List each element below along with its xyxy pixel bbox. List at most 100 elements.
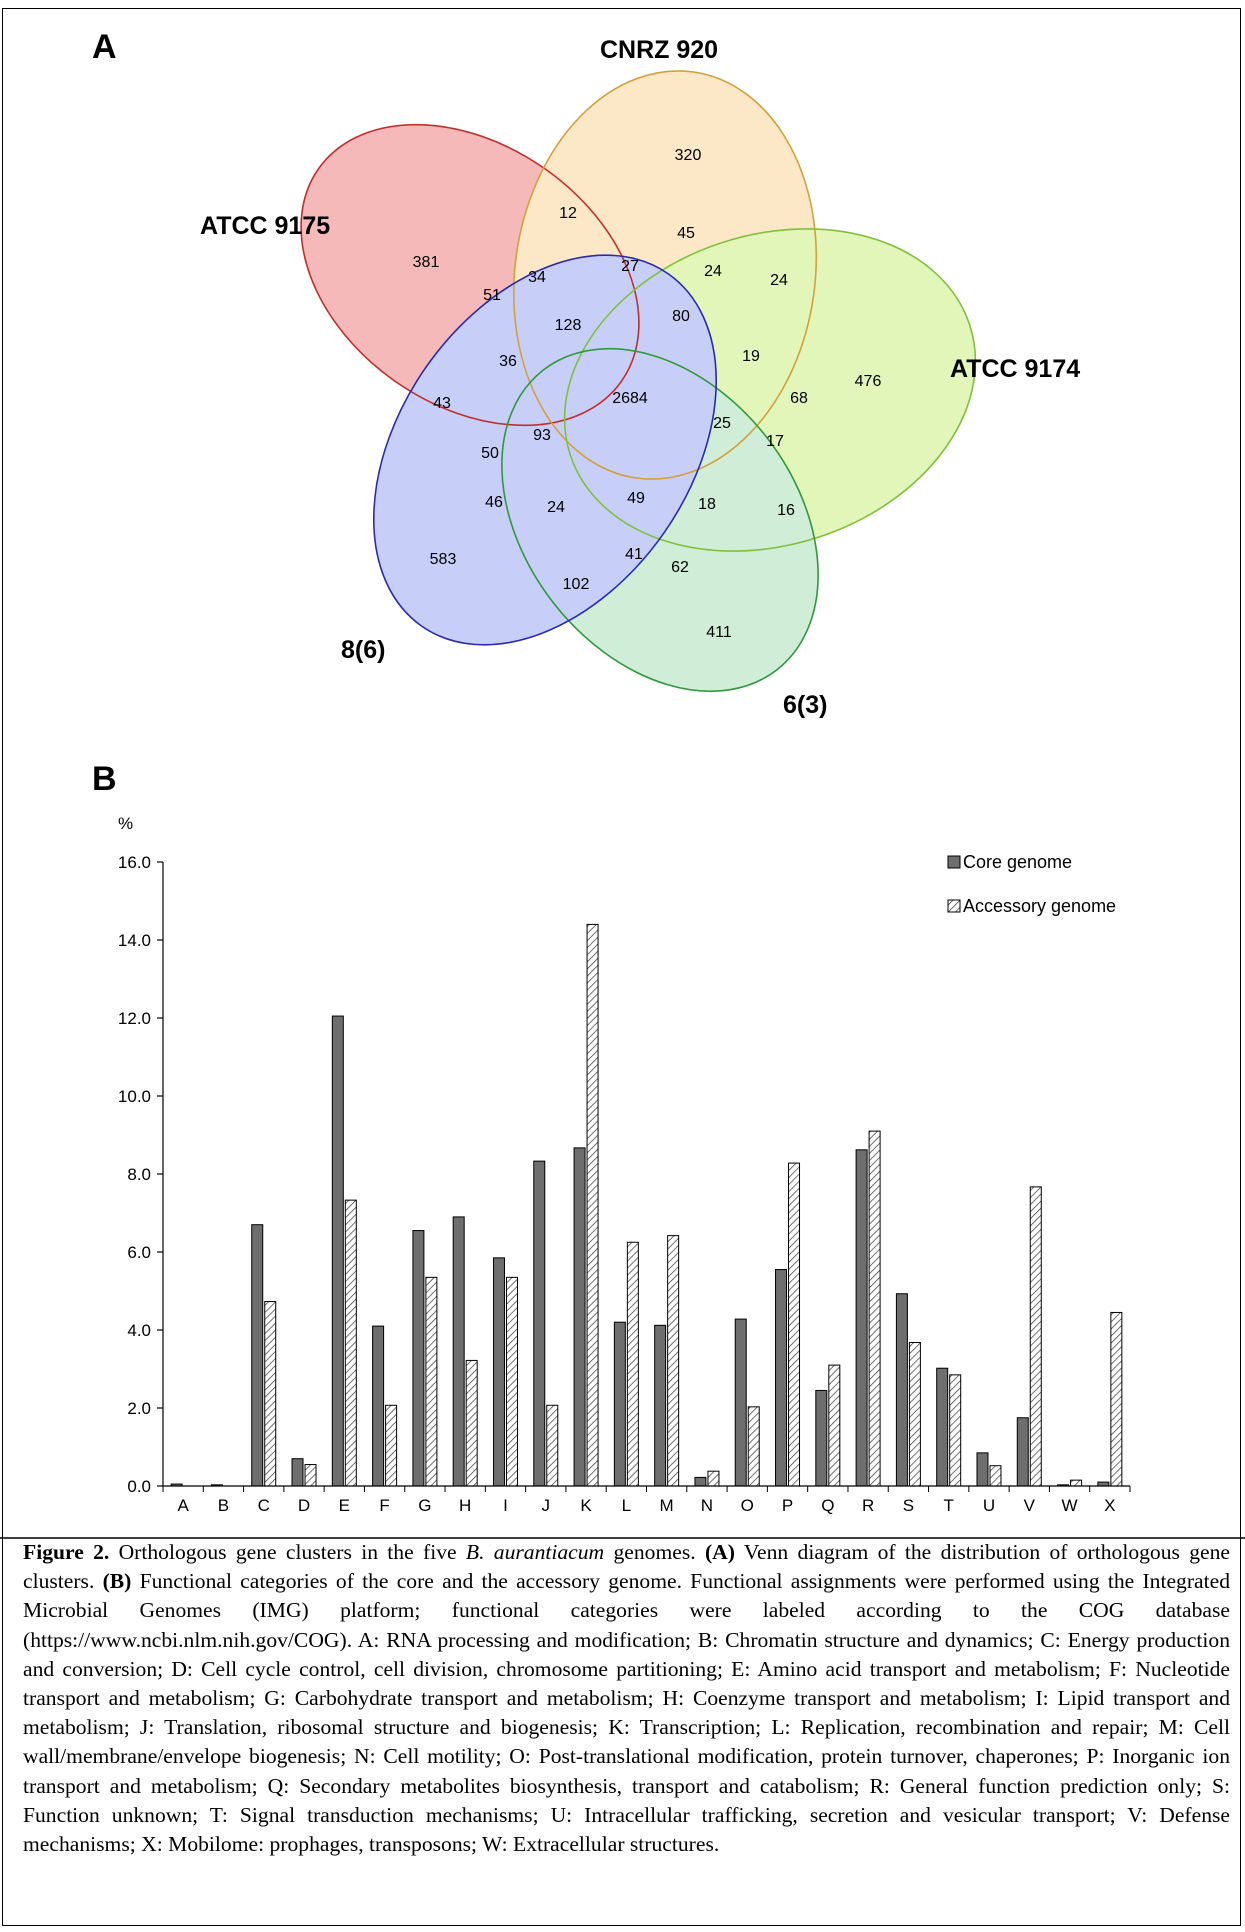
bar-core: [694, 1476, 707, 1487]
bar-core: [331, 1015, 344, 1487]
bar-accessory: [1070, 1479, 1083, 1487]
bar-accessory: [465, 1359, 478, 1487]
x-tick-label: R: [862, 1496, 874, 1515]
caption-text: Functional categories of the core and th…: [23, 1569, 1230, 1857]
figure-caption: Figure 2. Orthologous gene clusters in t…: [23, 1538, 1230, 1859]
venn-count: 62: [671, 559, 689, 576]
legend-label-accessory: Accessory genome: [963, 896, 1116, 916]
bars: [170, 923, 1123, 1487]
y-tick-label: 10.0: [118, 1087, 151, 1106]
venn-count: 12: [559, 205, 577, 222]
bar-accessory: [1029, 1186, 1042, 1487]
venn-set-atcc9175-outline: [300, 123, 640, 427]
x-tick-label: V: [1024, 1496, 1036, 1515]
legend: Core genome Accessory genome: [947, 852, 1116, 916]
venn-count: 36: [499, 353, 517, 370]
bar-core: [533, 1160, 546, 1487]
venn-set-cnrz920-outline: [512, 70, 818, 480]
legend-swatch-core: [947, 855, 961, 869]
caption-text: Orthologous gene clusters in the five: [109, 1540, 466, 1564]
x-tick-label: M: [660, 1496, 674, 1515]
bar-accessory: [908, 1341, 921, 1487]
bar-accessory: [707, 1470, 720, 1487]
venn-label-63: 6(3): [783, 691, 827, 719]
x-tick-label: T: [943, 1496, 953, 1515]
bar-core: [775, 1269, 788, 1487]
y-tick-label: 0.0: [127, 1477, 151, 1496]
venn-count: 19: [742, 348, 760, 365]
panel-b-letter: B: [92, 760, 117, 798]
bar-core: [452, 1216, 465, 1487]
bar-core: [936, 1367, 949, 1487]
x-axis: A B C D E F G H I J K L M N O P Q R S T U V W X: [162, 1485, 1131, 1515]
venn-count: 34: [528, 269, 546, 286]
bar-core: [372, 1325, 385, 1487]
caption-panel-b-ref: (B): [102, 1569, 132, 1594]
venn-count: 68: [790, 390, 808, 407]
bar-accessory: [667, 1235, 680, 1487]
venn-count: 93: [533, 427, 551, 444]
y-axis-label: %: [118, 814, 133, 833]
x-tick-label: Q: [821, 1496, 834, 1515]
venn-count: 18: [698, 496, 716, 513]
venn-count: 80: [672, 308, 690, 325]
x-tick-label: W: [1062, 1496, 1078, 1515]
venn-count: 2684: [612, 390, 648, 407]
x-tick-label: C: [258, 1496, 270, 1515]
venn-count: 16: [777, 502, 795, 519]
venn-count: 381: [413, 254, 440, 271]
x-tick-label: G: [418, 1496, 431, 1515]
y-axis: 0.0 2.0 4.0 6.0 8.0 10.0 12.0 14.0 16.0: [118, 853, 164, 1496]
x-tick-label: U: [983, 1496, 995, 1515]
bar-core: [492, 1257, 505, 1487]
x-tick-label: A: [177, 1496, 189, 1515]
venn-count: 17: [766, 433, 784, 450]
caption-figure-label: Figure 2.: [23, 1540, 110, 1564]
venn-count: 411: [706, 624, 732, 641]
venn-set-86-outline: [372, 254, 718, 646]
venn-count: 24: [547, 499, 565, 516]
venn-count: 583: [430, 551, 457, 568]
bar-accessory: [385, 1404, 398, 1487]
bar-core: [412, 1230, 425, 1487]
x-tick-label: N: [701, 1496, 713, 1515]
venn-count: 476: [855, 373, 882, 390]
bar-accessory: [586, 923, 599, 1487]
bar-core: [895, 1293, 908, 1487]
bar-accessory: [949, 1374, 962, 1487]
bar-accessory: [747, 1406, 760, 1487]
bar-accessory: [989, 1465, 1002, 1487]
y-tick-label: 4.0: [127, 1321, 151, 1340]
panel-a-letter: A: [92, 28, 117, 66]
venn-count: 25: [713, 415, 731, 432]
venn-set-86-fill: [373, 255, 717, 645]
y-tick-label: 12.0: [118, 1009, 151, 1028]
x-tick-label: I: [503, 1496, 508, 1515]
venn-count: 320: [675, 147, 702, 164]
venn-count: 49: [627, 490, 645, 507]
x-tick-label: J: [542, 1496, 551, 1515]
bar-chart: 0.0 2.0 4.0 6.0 8.0 10.0 12.0 14.0 16.0 A B C D E F G H…: [118, 853, 1131, 1515]
bar-core: [251, 1224, 264, 1487]
venn-count: 128: [555, 317, 582, 334]
caption-text: Venn diagram of the distribution of orth…: [23, 1540, 1230, 1594]
bar-accessory: [546, 1404, 559, 1487]
bar-core: [613, 1321, 626, 1487]
x-tick-label: X: [1104, 1496, 1115, 1515]
caption-species: B. aurantiacum: [465, 1540, 605, 1564]
y-tick-label: 2.0: [127, 1399, 151, 1418]
caption-panel-a-ref: (A): [704, 1540, 735, 1564]
bar-core: [291, 1458, 304, 1487]
bar-accessory: [505, 1276, 518, 1487]
bar-accessory: [788, 1162, 801, 1487]
x-tick-label: L: [622, 1496, 631, 1515]
venn-diagram: ATCC 9175 CNRZ 920 ATCC 9174 6(3) 8(6) 3…: [200, 36, 1080, 719]
venn-count: 27: [621, 258, 639, 275]
x-tick-label: F: [379, 1496, 389, 1515]
bar-core: [1016, 1417, 1029, 1487]
bar-core: [855, 1149, 868, 1487]
bar-accessory: [264, 1301, 277, 1487]
venn-count: 51: [483, 287, 501, 304]
venn-count: 46: [485, 494, 503, 511]
x-tick-label: S: [903, 1496, 914, 1515]
